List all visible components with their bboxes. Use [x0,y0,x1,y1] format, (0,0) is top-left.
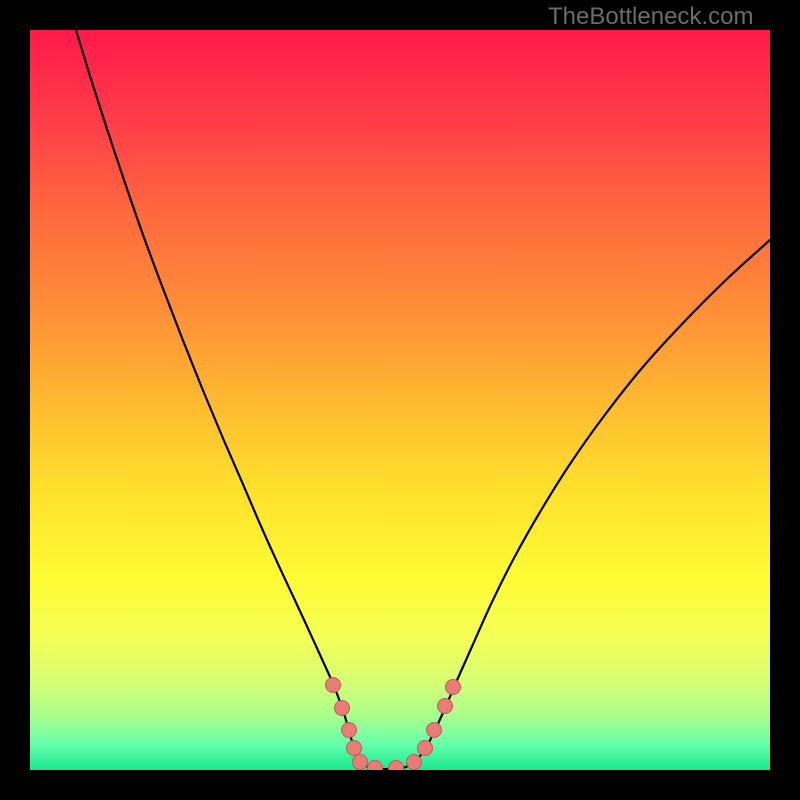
data-marker [335,701,350,716]
data-marker [368,761,383,771]
data-marker [326,678,341,693]
watermark-text: TheBottleneck.com [548,3,753,31]
bottleneck-curve [76,30,770,769]
data-marker [438,699,453,714]
plot-area [30,30,770,770]
data-marker [446,680,461,695]
data-marker [347,741,362,756]
curve-layer [30,30,770,770]
data-marker [427,723,442,738]
data-marker [418,741,433,756]
data-marker [342,723,357,738]
chart-frame: TheBottleneck.com [0,0,800,800]
data-marker [407,755,422,770]
data-marker [389,761,404,771]
data-marker [353,755,368,770]
